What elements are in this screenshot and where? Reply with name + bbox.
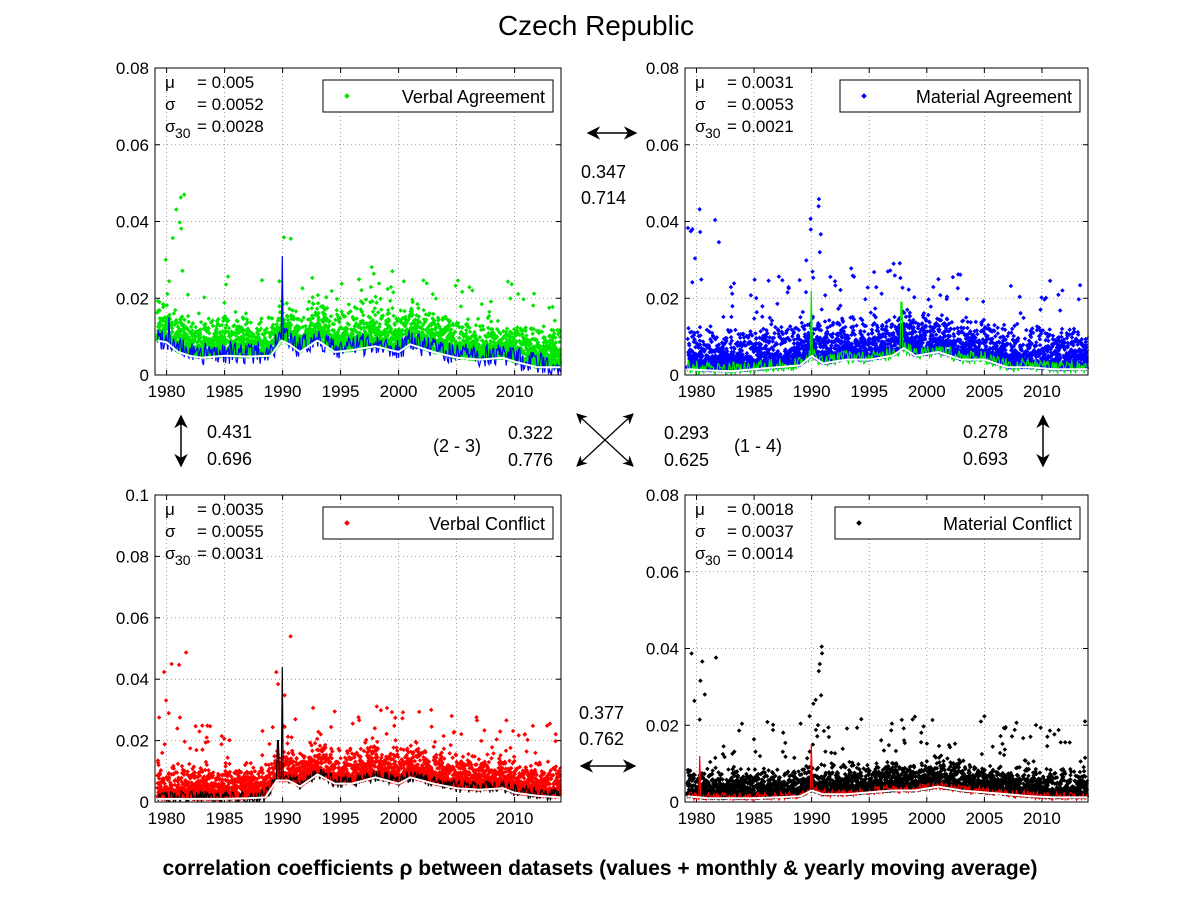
y-tick-label: 0 — [140, 366, 149, 385]
x-tick-label: 1980 — [148, 382, 186, 401]
x-tick-label: 2005 — [438, 382, 476, 401]
x-tick-label: 1985 — [206, 382, 244, 401]
y-tick-label: 0.06 — [116, 136, 149, 155]
y-tick-label: 0.02 — [116, 289, 149, 308]
figure-title: Czech Republic — [498, 10, 694, 41]
x-tick-label: 1990 — [264, 382, 302, 401]
x-tick-label: 2010 — [496, 382, 534, 401]
y-tick-label: 0.08 — [116, 59, 149, 78]
x-tick-label: 2000 — [380, 382, 418, 401]
y-tick-label: 0.04 — [116, 213, 149, 232]
x-tick-label: 1995 — [322, 382, 360, 401]
panel-verbal-agreement: 1980 1985 1990 1995 2000 2005 2010 0 0.02 0.04 0.0… — [116, 59, 563, 401]
